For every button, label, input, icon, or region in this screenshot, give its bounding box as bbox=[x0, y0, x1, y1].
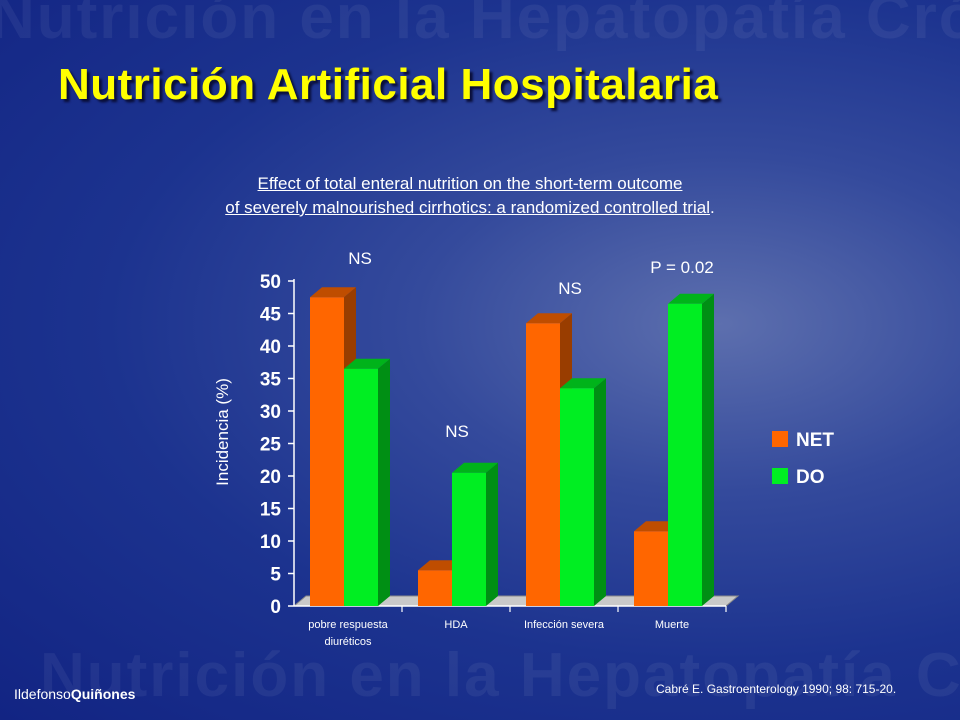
citation: Cabré E. Gastroenterology 1990; 98: 715-… bbox=[656, 682, 897, 696]
y-tick-label: 20 bbox=[260, 467, 281, 488]
background-watermark-bottom: Nutrición en la Hepatopatía Crónica bbox=[40, 640, 960, 711]
study-subtitle: Effect of total enteral nutrition on the… bbox=[0, 172, 940, 220]
x-tick-label-line: diuréticos bbox=[324, 636, 372, 648]
brand-first-name: Ildefonso bbox=[14, 686, 71, 702]
bar-side bbox=[486, 462, 498, 606]
bar-front bbox=[344, 368, 378, 606]
significance-annotation: NS bbox=[348, 249, 372, 268]
subtitle-line-1: Effect of total enteral nutrition on the… bbox=[257, 174, 683, 193]
significance-annotation: NS bbox=[445, 422, 469, 441]
bar-side bbox=[594, 378, 606, 606]
x-tick-label: HDA bbox=[444, 619, 468, 631]
x-tick-label: pobre respuesta diuréticos bbox=[308, 619, 388, 648]
author-brand: IldefonsoQuiñones bbox=[14, 686, 135, 702]
y-axis-label: Incidencia (%) bbox=[213, 378, 232, 486]
bar-front bbox=[418, 570, 452, 606]
x-tick-label-line: Infección severa bbox=[524, 619, 605, 631]
y-tick-label: 45 bbox=[260, 305, 282, 326]
bar-top bbox=[344, 358, 390, 369]
y-tick-label: 25 bbox=[260, 435, 282, 456]
y-tick-label: 35 bbox=[260, 370, 282, 391]
slide-title: Nutrición Artificial Hospitalaria bbox=[58, 60, 719, 109]
x-tick-label-line: HDA bbox=[444, 619, 468, 631]
y-tick-label: 5 bbox=[270, 565, 281, 586]
bar-top bbox=[526, 313, 572, 324]
significance-annotation: NS bbox=[558, 279, 582, 298]
legend-label-do: DO bbox=[796, 467, 825, 488]
bar-front bbox=[560, 388, 594, 606]
bar-do bbox=[344, 358, 390, 606]
bar-do bbox=[452, 462, 498, 606]
bar-top bbox=[668, 293, 714, 304]
y-tick-label: 50 bbox=[260, 272, 281, 293]
legend-swatch-net bbox=[772, 431, 788, 447]
bar-front bbox=[634, 531, 668, 606]
x-tick-label-line: pobre respuesta bbox=[308, 619, 388, 631]
watermark-text: Nutrición en la Hepatopatía Crónica bbox=[40, 641, 960, 710]
bar-front bbox=[526, 323, 560, 606]
x-tick-label: Muerte bbox=[655, 619, 689, 631]
bar-top bbox=[310, 287, 356, 298]
x-tick-label: Infección severa bbox=[524, 619, 605, 631]
subtitle-period: . bbox=[709, 198, 715, 217]
bar-front bbox=[452, 472, 486, 606]
bar-top bbox=[560, 378, 606, 389]
y-tick-label: 15 bbox=[260, 500, 282, 521]
bar-side bbox=[378, 358, 390, 606]
legend-label-net: NET bbox=[796, 430, 834, 451]
bar-front bbox=[668, 303, 702, 606]
y-tick-label: 40 bbox=[260, 337, 281, 358]
bar-top bbox=[452, 462, 498, 473]
subtitle-line-2: of severely malnourished cirrhotics: a r… bbox=[225, 198, 710, 217]
bar-do bbox=[560, 378, 606, 606]
bar-side bbox=[702, 293, 714, 606]
significance-annotation: P = 0.02 bbox=[650, 258, 714, 277]
y-tick-label: 0 bbox=[270, 597, 281, 618]
x-tick-label-line: Muerte bbox=[655, 619, 689, 631]
background-watermark-top: Nutrición en la Hepatopatía Crónica bbox=[0, 0, 960, 53]
brand-last-name: Quiñones bbox=[70, 686, 136, 702]
watermark-text: Nutrición en la Hepatopatía Crónica bbox=[0, 0, 960, 52]
y-tick-label: 30 bbox=[260, 402, 281, 423]
bar-do bbox=[668, 293, 714, 606]
bar-front bbox=[310, 297, 344, 606]
legend-swatch-do bbox=[772, 468, 788, 484]
y-tick-label: 10 bbox=[260, 532, 281, 553]
